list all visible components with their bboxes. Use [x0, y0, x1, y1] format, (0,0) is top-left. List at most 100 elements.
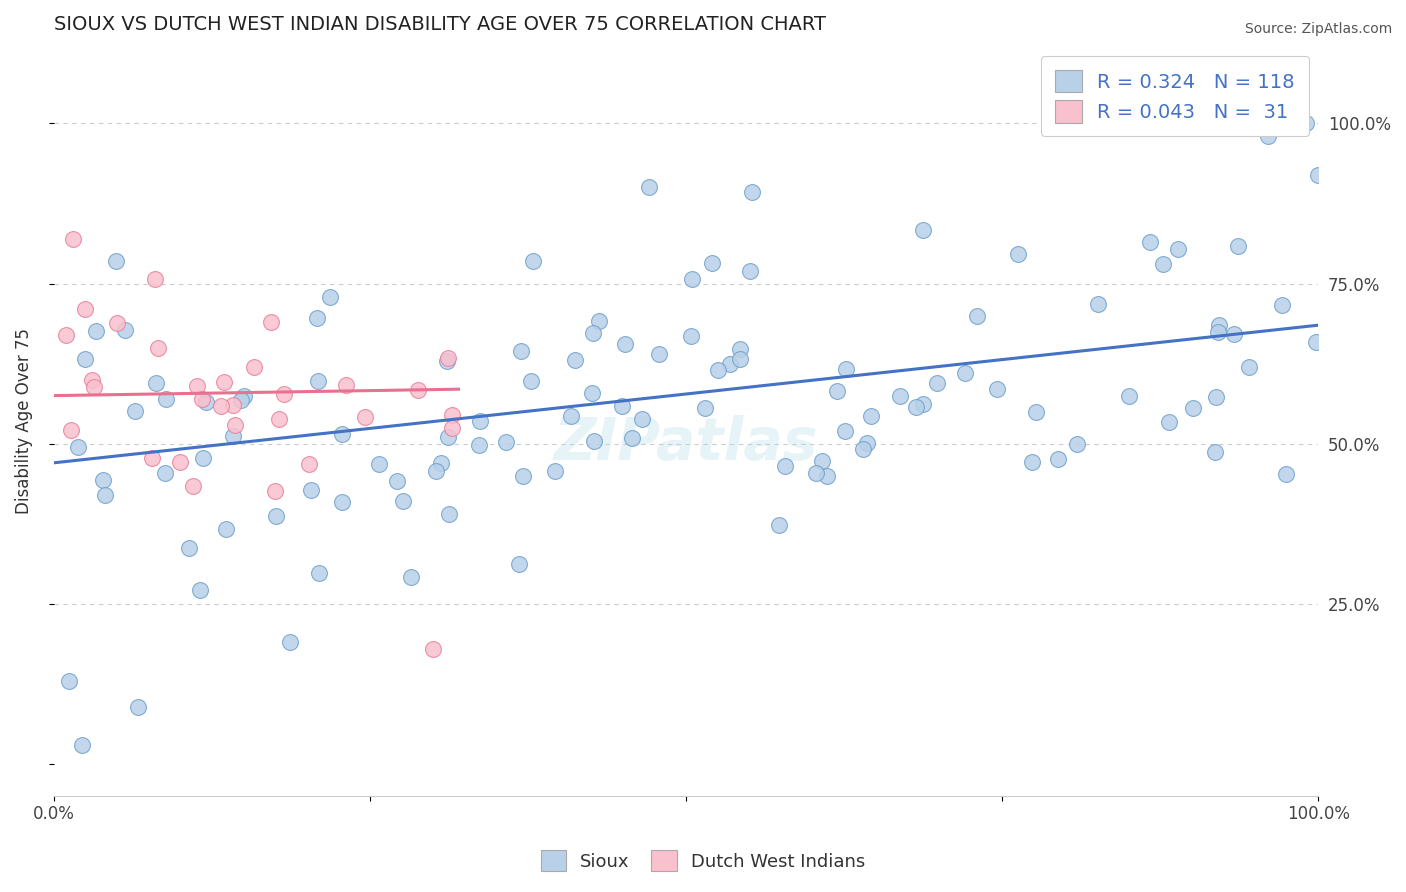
Point — [114, 323, 136, 337]
Point — [273, 387, 295, 401]
Point — [966, 310, 988, 324]
Point — [512, 469, 534, 483]
Point — [212, 375, 235, 389]
Point — [1295, 116, 1317, 130]
Text: SIOUX VS DUTCH WEST INDIAN DISABILITY AGE OVER 75 CORRELATION CHART: SIOUX VS DUTCH WEST INDIAN DISABILITY AG… — [53, 15, 825, 34]
Point — [146, 341, 169, 355]
Point — [581, 385, 603, 400]
Point — [368, 457, 391, 471]
Point — [825, 384, 848, 399]
Point — [75, 302, 97, 317]
Point — [224, 417, 246, 432]
Point — [75, 351, 97, 366]
Text: ZIPatlas: ZIPatlas — [554, 415, 818, 472]
Point — [1239, 360, 1261, 375]
Point — [429, 456, 451, 470]
Point — [544, 464, 567, 478]
Point — [222, 398, 245, 412]
Point — [1275, 467, 1298, 482]
Y-axis label: Disability Age Over 75: Disability Age Over 75 — [15, 328, 32, 514]
Point — [728, 351, 751, 366]
Point — [700, 256, 723, 270]
Point — [330, 495, 353, 509]
Point — [495, 435, 517, 450]
Point — [1257, 129, 1279, 144]
Point — [510, 343, 533, 358]
Point — [124, 404, 146, 418]
Point — [215, 522, 238, 536]
Point — [1007, 247, 1029, 261]
Point — [335, 378, 357, 392]
Point — [730, 342, 752, 356]
Point — [911, 397, 934, 411]
Point — [1025, 405, 1047, 419]
Point — [522, 254, 544, 268]
Point — [1270, 116, 1292, 130]
Point — [912, 223, 935, 237]
Point — [406, 383, 429, 397]
Legend: R = 0.324   N = 118, R = 0.043   N =  31: R = 0.324 N = 118, R = 0.043 N = 31 — [1040, 56, 1309, 136]
Point — [264, 509, 287, 524]
Point — [439, 507, 461, 521]
Point — [58, 674, 80, 689]
Point — [927, 376, 949, 390]
Point — [648, 347, 671, 361]
Point — [94, 488, 117, 502]
Point — [299, 483, 322, 497]
Point — [468, 437, 491, 451]
Point — [209, 400, 232, 414]
Point — [582, 434, 605, 448]
Point — [307, 310, 329, 325]
Point — [105, 317, 128, 331]
Point — [953, 367, 976, 381]
Point — [86, 325, 108, 339]
Point — [815, 469, 838, 483]
Point — [332, 427, 354, 442]
Point — [679, 329, 702, 343]
Point — [385, 474, 408, 488]
Point — [856, 436, 879, 450]
Point — [422, 641, 444, 656]
Point — [229, 392, 252, 407]
Point — [707, 362, 730, 376]
Point — [637, 179, 659, 194]
Point — [186, 379, 208, 393]
Point — [468, 414, 491, 428]
Point — [1244, 116, 1267, 130]
Point — [520, 374, 543, 388]
Point — [177, 541, 200, 555]
Point — [66, 440, 89, 454]
Point — [440, 408, 463, 422]
Point — [188, 582, 211, 597]
Point — [195, 394, 218, 409]
Point — [127, 699, 149, 714]
Point — [83, 380, 105, 394]
Point — [1219, 116, 1241, 130]
Point — [1139, 235, 1161, 249]
Point — [59, 423, 82, 437]
Point — [260, 314, 283, 328]
Point — [1205, 390, 1227, 404]
Point — [298, 457, 321, 471]
Point — [243, 360, 266, 375]
Point — [610, 399, 633, 413]
Point — [986, 382, 1008, 396]
Point — [740, 264, 762, 278]
Point — [436, 354, 458, 368]
Point — [269, 411, 291, 425]
Point — [392, 493, 415, 508]
Point — [1271, 298, 1294, 312]
Point — [613, 337, 636, 351]
Point — [1222, 326, 1244, 341]
Point — [307, 375, 329, 389]
Point — [169, 455, 191, 469]
Point — [904, 400, 927, 414]
Point — [1021, 455, 1043, 469]
Point — [1167, 242, 1189, 256]
Point — [280, 635, 302, 649]
Point — [773, 458, 796, 473]
Point — [1046, 451, 1069, 466]
Point — [1152, 257, 1174, 271]
Point — [768, 517, 790, 532]
Point — [62, 232, 84, 246]
